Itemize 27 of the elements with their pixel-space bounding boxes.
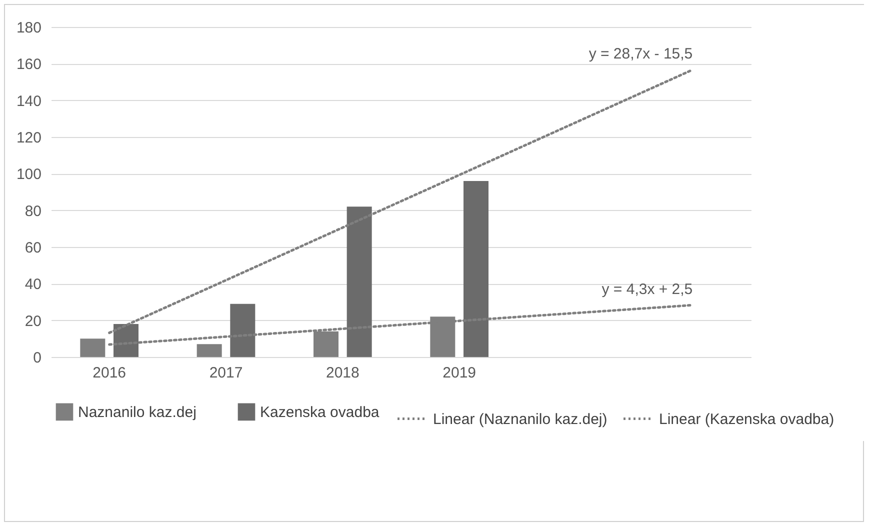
bar <box>80 338 106 357</box>
line-series <box>108 68 694 334</box>
y-tick-label: 160 <box>16 56 42 74</box>
y-tick-label: 120 <box>16 130 42 146</box>
annotation: y = 4,3x + 2,5 <box>602 281 693 298</box>
bar <box>114 324 138 357</box>
legend-label: Linear (Naznanilo kaz.dej) <box>433 410 608 428</box>
y-tick-label: 180 <box>16 20 42 36</box>
y-tick-label: 60 <box>24 240 42 256</box>
legend-label: Kazenska ovadba <box>260 404 380 421</box>
annotation: y = 28,7x - 15,5 <box>588 46 693 63</box>
x-tick-label: 2019 <box>442 364 476 382</box>
legend-label: Linear (Kazenska ovadba) <box>659 410 834 428</box>
bar <box>196 344 222 357</box>
bar <box>230 304 256 357</box>
y-tick-label: 80 <box>24 202 42 220</box>
bar <box>464 181 488 357</box>
y-tick-label: 140 <box>16 92 42 110</box>
x-tick-label: 2018 <box>326 364 360 382</box>
y-tick-label: 20 <box>24 312 42 330</box>
bar <box>346 206 372 357</box>
x-tick-label: 2017 <box>209 364 243 382</box>
y-tick-label: 0 <box>33 350 42 366</box>
x-tick-label: 2016 <box>92 364 126 382</box>
y-tick-label: 100 <box>16 166 42 184</box>
y-tick-label: 40 <box>24 276 42 294</box>
legend-label: Naznanilo kaz.dej <box>78 404 196 421</box>
